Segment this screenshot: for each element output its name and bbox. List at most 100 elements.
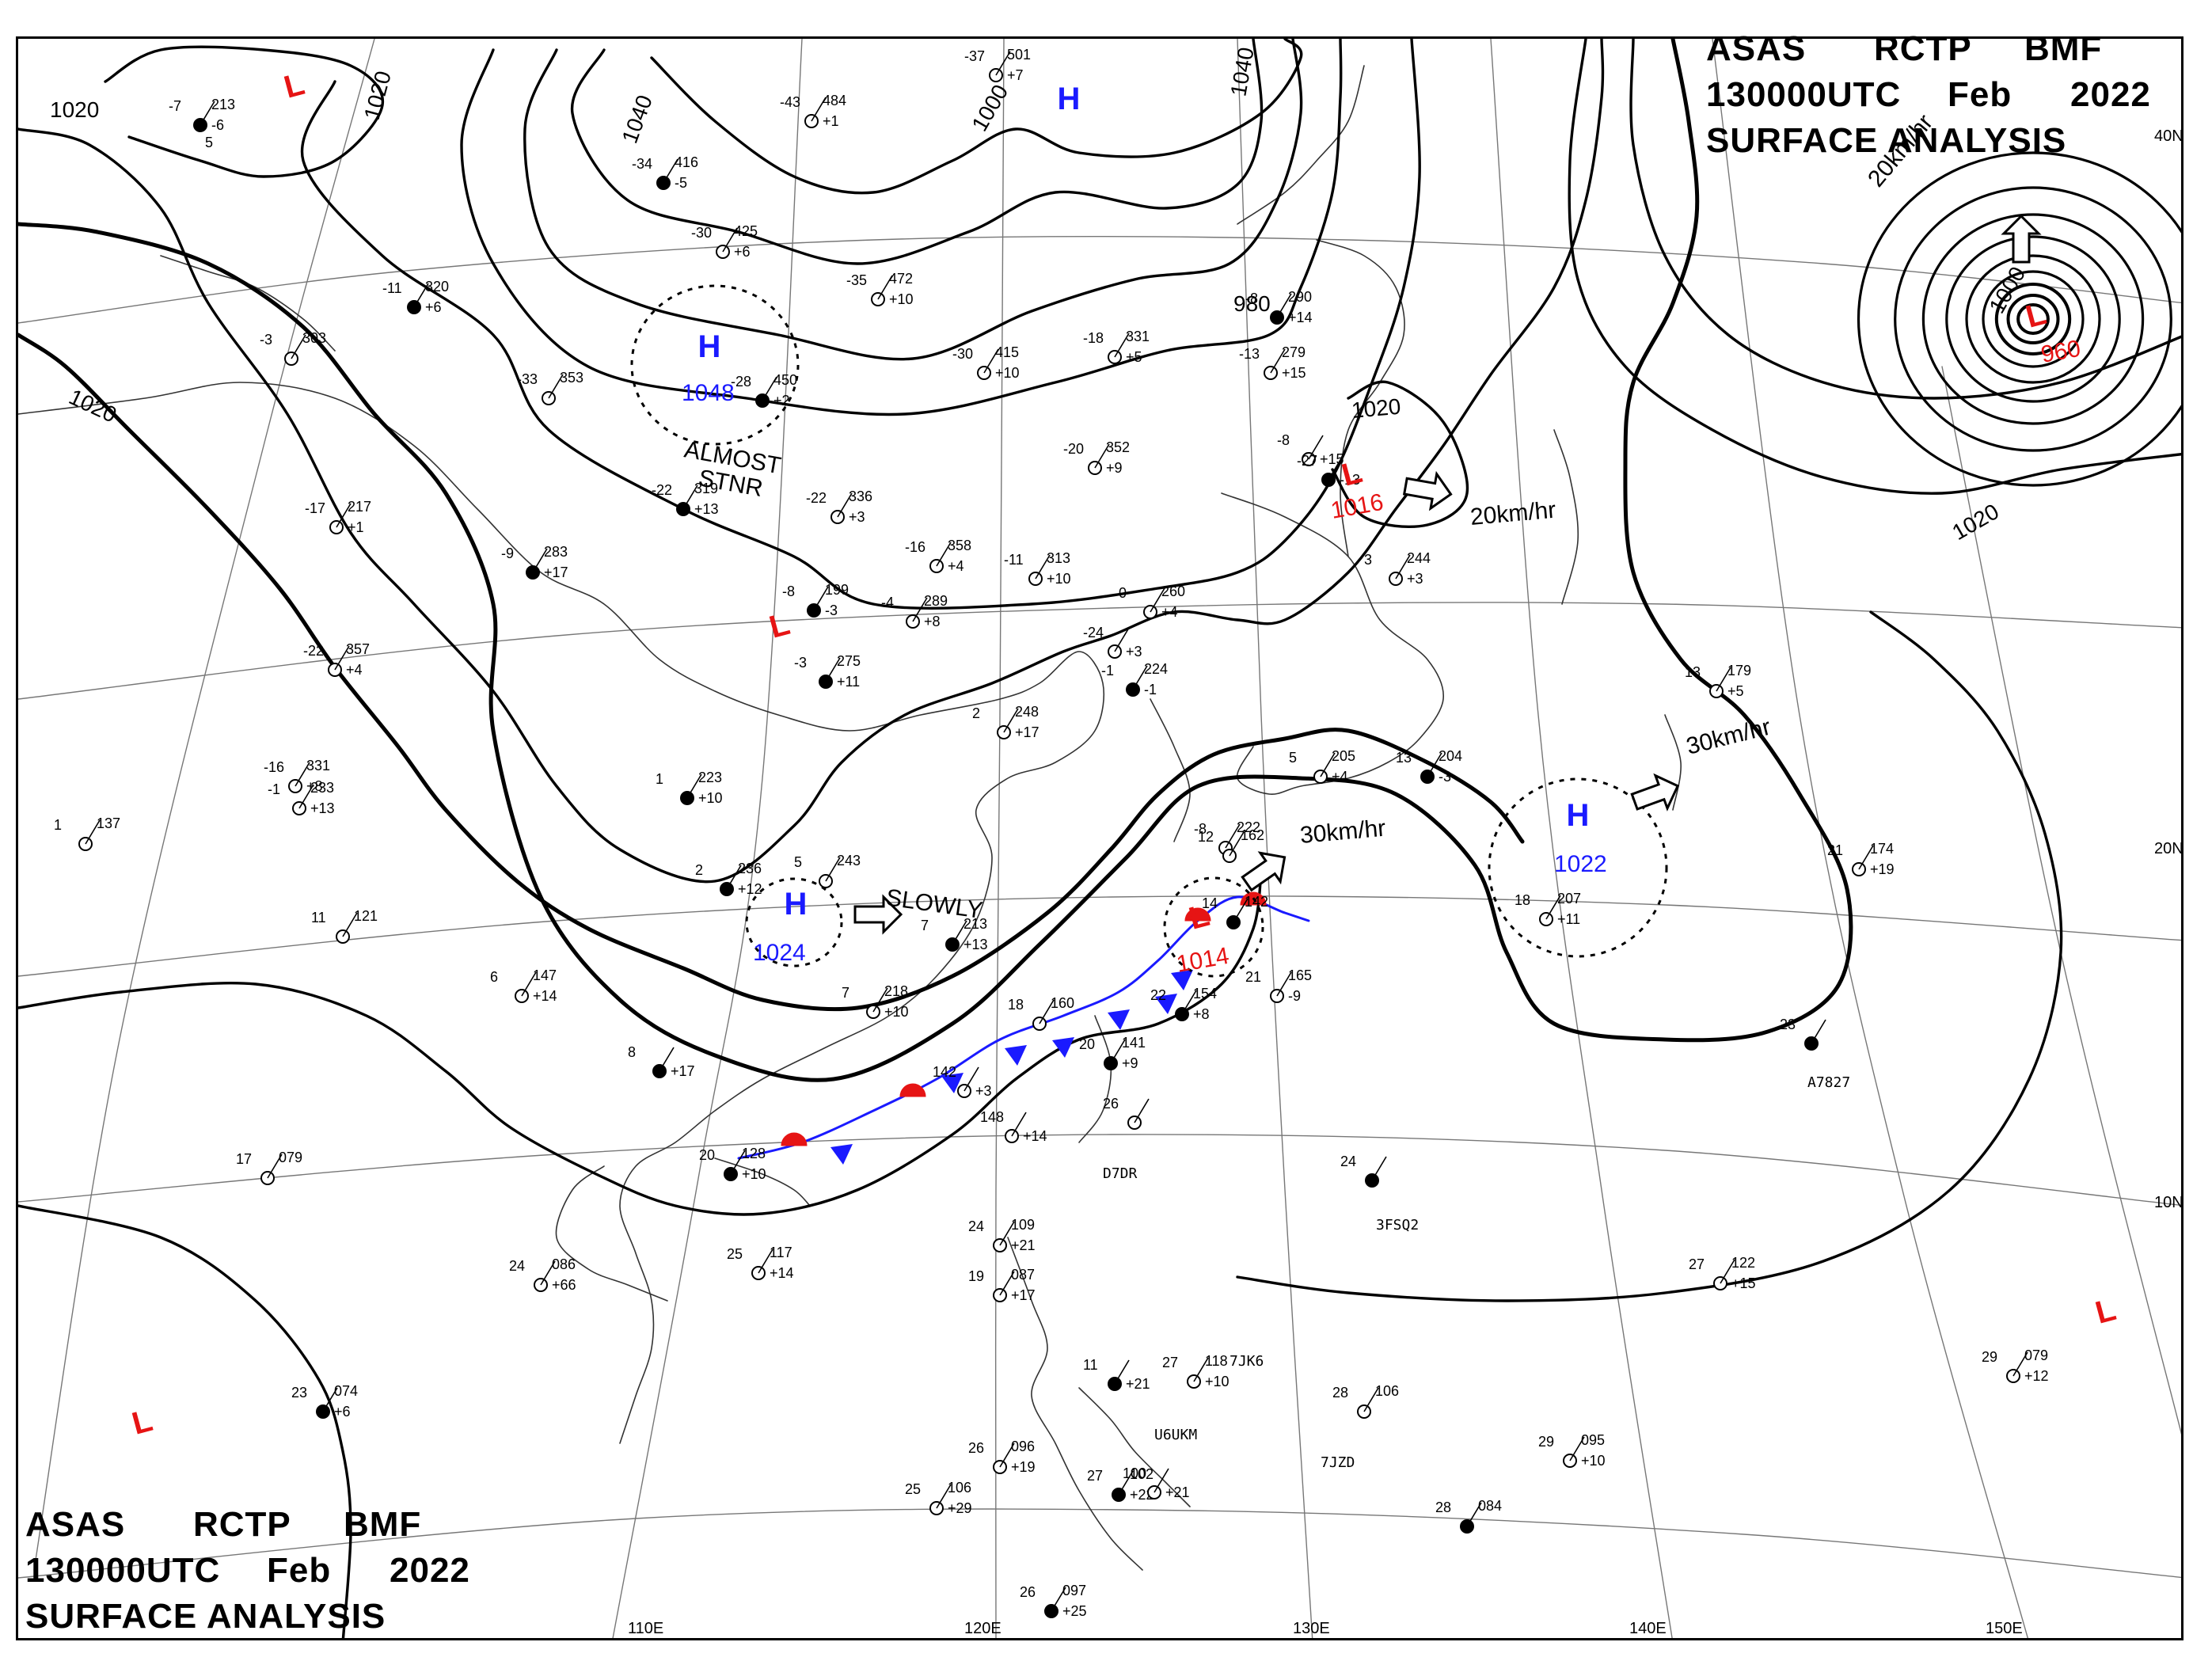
parallel-line bbox=[18, 895, 2181, 977]
wind-barb bbox=[1094, 443, 1110, 469]
isobar-value-label: 1040 bbox=[1226, 45, 1258, 98]
station-pressure-tendency: +19 bbox=[1011, 1459, 1036, 1475]
title-block-top: ASAS RCTP BMF 130000UTC Feb 2022 SURFACE… bbox=[1706, 27, 2165, 169]
wind-barb bbox=[682, 485, 698, 510]
wind-barb bbox=[877, 275, 893, 300]
station-pressure: 199 bbox=[825, 582, 849, 598]
coastlines bbox=[18, 65, 1682, 1571]
station-pressure: 236 bbox=[738, 861, 762, 876]
parallel-line bbox=[18, 602, 2181, 700]
wind-barb bbox=[1308, 435, 1324, 460]
wind-barb bbox=[659, 1047, 675, 1072]
motion-arrow-shape bbox=[1630, 773, 1680, 811]
station-pressure-tendency: -1 bbox=[1144, 682, 1157, 697]
wind-barb bbox=[413, 283, 429, 308]
wind-barb bbox=[1150, 587, 1165, 613]
wind-barb bbox=[999, 1442, 1015, 1468]
station-plot: -16 358 +4 bbox=[905, 538, 971, 574]
wind-barb bbox=[936, 542, 952, 567]
station-temperature: -1 bbox=[1101, 663, 1114, 678]
wind-barb bbox=[267, 1154, 283, 1179]
meridian-line bbox=[1490, 39, 1673, 1638]
station-temperature: -20 bbox=[1063, 441, 1084, 457]
station-temperature: 23 bbox=[1780, 1017, 1796, 1032]
station-plot: 6 147 +14 bbox=[490, 967, 557, 1004]
longitude-label: 130E bbox=[1293, 1620, 1330, 1637]
weather-map: -7 213 -6 5 -37 501 +7 -43 484 +1 -34 416 -5 -30 425 +6… bbox=[16, 36, 2183, 1640]
title-year: 2022 bbox=[2070, 75, 2151, 114]
cold-front-symbol bbox=[1052, 1037, 1074, 1058]
wind-barb bbox=[298, 784, 314, 809]
center-dashed-circle bbox=[1163, 876, 1264, 978]
station-pressure-tendency: -6 bbox=[211, 117, 224, 133]
wind-barb bbox=[686, 773, 702, 799]
station-plot: 20 128 +10 bbox=[699, 1146, 766, 1182]
station-temperature: 13 bbox=[1685, 664, 1701, 680]
wind-barb bbox=[825, 657, 841, 682]
station-temperature: 20 bbox=[699, 1147, 715, 1163]
wind-barb bbox=[758, 1249, 773, 1274]
station-temperature: 29 bbox=[1982, 1349, 1997, 1365]
station-pressure-tendency: +21 bbox=[1011, 1237, 1036, 1253]
station-pressure: 260 bbox=[1161, 583, 1185, 599]
station-pressure: 204 bbox=[1439, 748, 1462, 764]
station-plot: 5 243 bbox=[794, 853, 861, 888]
motion-arrow bbox=[1241, 851, 1287, 892]
coastline bbox=[714, 1157, 811, 1207]
station-plot: -43 484 +1 bbox=[780, 93, 846, 129]
center-circles bbox=[630, 284, 1668, 978]
station-pressure: 213 bbox=[211, 97, 235, 112]
center-pressure-value: 1024 bbox=[753, 940, 806, 966]
station-temperature: 21 bbox=[1827, 842, 1843, 858]
wind-barb bbox=[663, 158, 678, 184]
station-plot: -20 352 +9 bbox=[1063, 439, 1130, 476]
station-pressure: 223 bbox=[698, 770, 722, 785]
typhoon-isobar-ring bbox=[1894, 186, 2172, 452]
station-pressure-tendency: +10 bbox=[1205, 1374, 1230, 1389]
wind-barb bbox=[1371, 1156, 1387, 1181]
station-pressure: 289 bbox=[924, 593, 948, 609]
station-pressure-tendency: +4 bbox=[948, 558, 964, 574]
station-temperature: 11 bbox=[311, 910, 326, 926]
station-pressure-tendency: +14 bbox=[1288, 310, 1313, 325]
station-temperature: -3 bbox=[794, 655, 807, 671]
low-pressure-symbol: L bbox=[2092, 1292, 2119, 1331]
motion-arrow bbox=[2001, 214, 2042, 264]
station-plot: 11 +21 bbox=[1083, 1357, 1150, 1392]
station-pressure: 205 bbox=[1332, 748, 1355, 764]
station-pressure: 353 bbox=[560, 370, 583, 386]
meridian-line bbox=[612, 39, 803, 1638]
high-pressure-symbol: H bbox=[1058, 82, 1081, 116]
typhoon-isobar-ring bbox=[2016, 303, 2050, 335]
wind-barb bbox=[872, 987, 888, 1013]
station-temperature: 142 bbox=[933, 1064, 956, 1080]
station-pressure-tendency: +13 bbox=[310, 800, 335, 816]
station-plot: -1 233 +13 bbox=[268, 780, 335, 816]
station-temperature: -16 bbox=[264, 759, 284, 775]
station-temperature: 8 bbox=[628, 1044, 636, 1060]
station-pressure: 224 bbox=[1144, 661, 1168, 677]
station-pressure: 179 bbox=[1727, 663, 1751, 678]
station-plot: -8 222 bbox=[1194, 819, 1260, 855]
station-pressure-tendency: +12 bbox=[738, 881, 762, 897]
station-plot: -34 416 -5 bbox=[632, 154, 698, 191]
wind-barb bbox=[1193, 1357, 1209, 1382]
station-temperature: 27 bbox=[1162, 1355, 1178, 1370]
movement-speed: 20km/hr bbox=[1469, 497, 1557, 530]
motion-arrow bbox=[1630, 773, 1680, 811]
station-pressure-tendency: +2 bbox=[773, 393, 790, 409]
isobar-line bbox=[571, 39, 1264, 265]
station-temperature: 3 bbox=[1364, 552, 1372, 568]
station-pressure-tendency: +21 bbox=[1165, 1484, 1190, 1500]
station-temperature: -8 bbox=[1194, 821, 1207, 837]
warm-front-symbol bbox=[1184, 907, 1211, 922]
station-temperature: 18 bbox=[1515, 892, 1530, 908]
station-plot: -1 224 -1 bbox=[1101, 661, 1168, 697]
isobar-line bbox=[300, 39, 1421, 610]
station-pressure-tendency: -3 bbox=[825, 602, 838, 618]
center-pressure-value: 1022 bbox=[1554, 851, 1607, 877]
station-temperature: -9 bbox=[501, 545, 514, 561]
station-pressure-tendency: +3 bbox=[1407, 571, 1423, 587]
station-plot: 12 162 bbox=[1198, 827, 1264, 863]
wind-barb bbox=[1181, 990, 1197, 1015]
